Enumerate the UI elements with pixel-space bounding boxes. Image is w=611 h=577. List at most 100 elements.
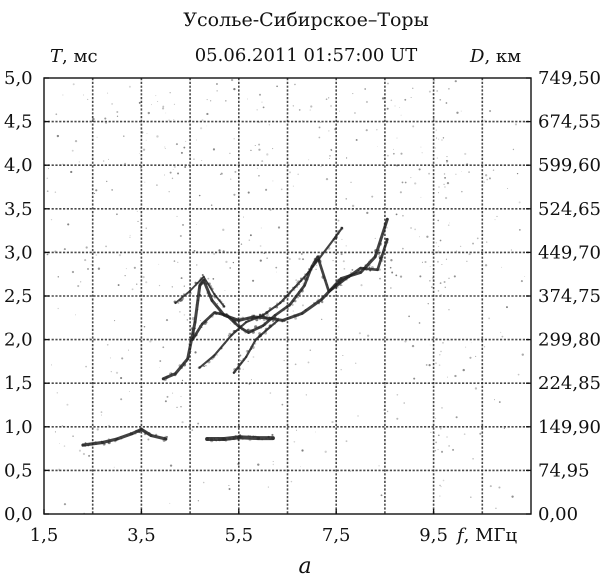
trace-2-texture: [364, 264, 367, 267]
trace-2-texture: [239, 320, 241, 322]
trace-6-texture: [213, 295, 217, 299]
background-speckle: [224, 290, 226, 291]
background-speckle: [518, 201, 521, 204]
trace-2-texture: [265, 316, 267, 319]
background-speckle: [230, 120, 233, 123]
background-speckle: [501, 266, 503, 268]
background-speckle: [340, 369, 342, 371]
trace-6-point-1: [188, 289, 192, 292]
background-speckle: [489, 485, 492, 488]
background-speckle: [242, 368, 244, 370]
trace-2-texture: [180, 365, 183, 367]
vertical-speckle-band: [439, 484, 441, 487]
trace-4-texture: [212, 354, 216, 359]
trace-3-texture: [198, 325, 201, 327]
background-speckle: [455, 250, 458, 253]
vertical-speckle-band: [447, 224, 450, 226]
background-speckle: [162, 346, 165, 349]
background-speckle: [216, 354, 218, 356]
trace-3-texture: [306, 278, 309, 281]
vertical-speckle-band: [445, 102, 448, 104]
trace-1-texture: [217, 437, 219, 439]
trace-4-texture: [336, 231, 338, 233]
trace-2-texture: [198, 285, 201, 287]
trace-3-texture: [299, 288, 303, 292]
background-speckle: [492, 169, 495, 171]
trace-6-texture: [198, 283, 200, 285]
vertical-speckle-band: [448, 445, 450, 447]
trace-6-texture: [201, 273, 204, 276]
background-speckle: [413, 377, 416, 380]
trace-4-texture: [279, 301, 282, 304]
trace-3-texture: [225, 313, 228, 315]
background-speckle: [210, 100, 212, 102]
background-speckle: [315, 268, 317, 270]
background-speckle: [199, 194, 201, 197]
background-speckle: [371, 195, 374, 198]
trace-4-point-5: [278, 301, 282, 305]
trace-3-texture: [366, 269, 369, 271]
trace-3-texture: [273, 314, 276, 316]
background-speckle: [396, 417, 399, 420]
vertical-speckle-band: [435, 137, 438, 139]
background-speckle: [96, 428, 99, 431]
trace-4-texture: [203, 365, 205, 367]
trace-2-texture: [212, 299, 214, 301]
trace-3-point-15: [376, 268, 379, 272]
trace-2-texture: [209, 293, 212, 296]
background-speckle: [403, 402, 405, 404]
background-speckle: [250, 149, 252, 151]
background-speckle: [240, 243, 243, 245]
trace-2-texture: [240, 317, 242, 320]
background-speckle: [283, 359, 285, 362]
vertical-speckle-band: [434, 417, 437, 420]
trace-6-texture: [203, 278, 205, 280]
background-speckle: [109, 357, 111, 359]
trace-3-texture: [263, 323, 267, 326]
background-speckle: [197, 422, 200, 425]
background-speckle: [85, 365, 87, 368]
trace-3-point-14: [359, 266, 362, 270]
trace-4-texture: [261, 313, 265, 316]
background-speckle: [176, 406, 178, 409]
background-speckle: [169, 171, 172, 174]
trace-2-texture: [199, 281, 203, 285]
background-speckle: [383, 409, 385, 411]
trace-3-texture: [370, 266, 374, 270]
vertical-speckle-band: [438, 186, 440, 188]
background-speckle: [276, 271, 277, 273]
background-speckle: [168, 191, 170, 193]
trace-2-texture: [171, 372, 173, 375]
trace-6-texture: [206, 283, 208, 285]
trace-3-texture: [385, 238, 389, 241]
x-axis-label: f, МГц: [455, 525, 517, 546]
trace-0-texture: [84, 441, 87, 444]
background-speckle: [404, 98, 407, 101]
trace-0-point-5: [149, 434, 153, 437]
trace-4-texture: [286, 296, 289, 300]
vertical-speckle-band: [436, 157, 439, 159]
background-speckle: [501, 335, 504, 338]
background-speckle: [329, 155, 331, 157]
trace-2-texture: [246, 317, 250, 321]
trace-3-point-5: [247, 331, 250, 334]
trace-3-texture: [192, 334, 196, 338]
trace-3-texture: [347, 275, 351, 279]
trace-3-texture: [316, 256, 318, 258]
background-speckle: [138, 101, 141, 104]
background-speckle: [252, 356, 255, 358]
trace-3-texture: [348, 274, 351, 277]
background-speckle: [100, 414, 102, 416]
trace-2-texture: [252, 314, 256, 318]
background-speckle: [213, 253, 215, 255]
trace-2-texture: [378, 242, 382, 246]
trace-1-texture: [265, 437, 268, 440]
right-axis-symbol: D: [469, 46, 485, 67]
trace-4-texture: [197, 366, 201, 370]
vertical-speckle-band: [441, 407, 443, 409]
trace-2-texture: [326, 293, 329, 296]
background-speckle: [474, 387, 478, 390]
vertical-speckle-band: [435, 129, 437, 131]
trace-3-texture: [378, 268, 381, 271]
